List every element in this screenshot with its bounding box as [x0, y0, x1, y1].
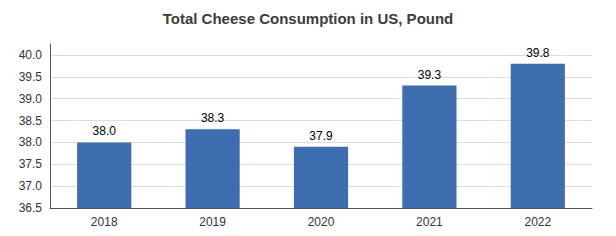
svg-text:36.5: 36.5	[19, 201, 43, 215]
svg-text:39.3: 39.3	[418, 68, 442, 82]
svg-text:38.0: 38.0	[93, 124, 117, 138]
svg-text:Total Cheese Consumption in US: Total Cheese Consumption in US, Pound	[163, 10, 454, 27]
svg-text:38.5: 38.5	[19, 114, 43, 128]
svg-text:38.3: 38.3	[201, 111, 225, 125]
svg-text:2019: 2019	[199, 215, 226, 229]
svg-text:2018: 2018	[91, 215, 118, 229]
svg-text:37.9: 37.9	[309, 129, 333, 143]
svg-text:38.0: 38.0	[19, 135, 43, 149]
svg-text:2022: 2022	[524, 215, 551, 229]
svg-text:39.0: 39.0	[19, 92, 43, 106]
svg-text:2020: 2020	[308, 215, 335, 229]
svg-text:2021: 2021	[416, 215, 443, 229]
svg-text:39.5: 39.5	[19, 70, 43, 84]
svg-text:40.0: 40.0	[19, 48, 43, 62]
svg-text:39.8: 39.8	[526, 46, 550, 60]
svg-text:37.0: 37.0	[19, 179, 43, 193]
svg-text:37.5: 37.5	[19, 157, 43, 171]
